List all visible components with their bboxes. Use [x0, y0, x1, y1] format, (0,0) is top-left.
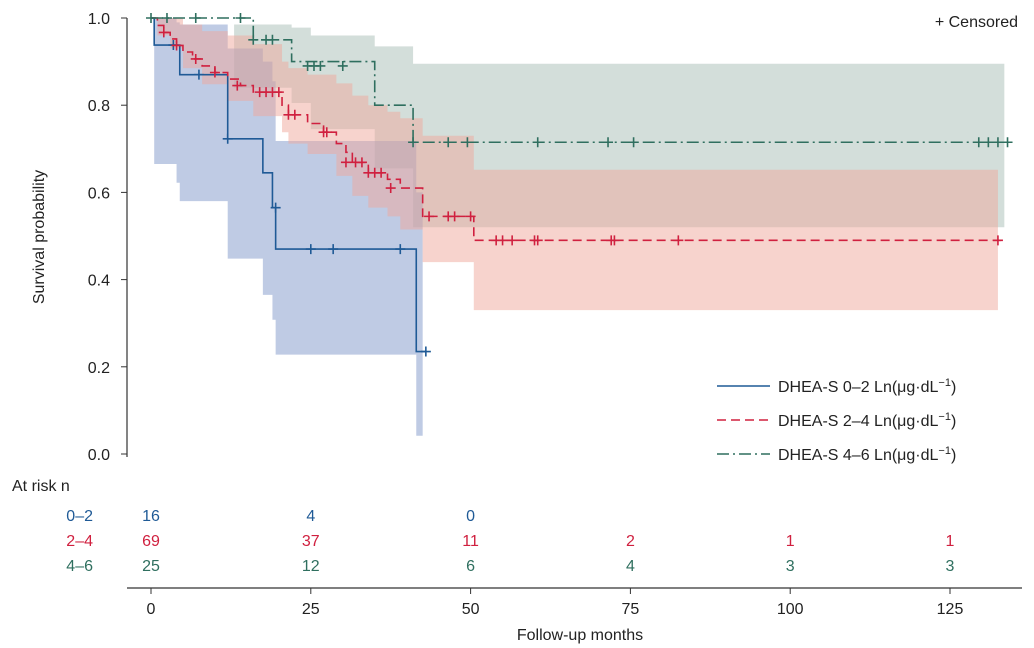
censor-mark-s2-21 — [424, 211, 435, 222]
censor-mark-s3-18 — [973, 137, 984, 148]
censor-mark-s3-21 — [1002, 137, 1013, 148]
censor-mark-s2-3 — [190, 53, 201, 64]
x-tick-label-0: 0 — [147, 601, 156, 618]
at-risk-count-r2-t2: 37 — [302, 533, 320, 550]
censor-mark-s2-5 — [232, 80, 243, 91]
censor-mark-s2-26 — [497, 235, 508, 246]
survival-curve-series-3 — [151, 17, 1008, 144]
at-risk-row-label-2: 2–4 — [66, 533, 93, 550]
x-tick-label-1: 25 — [302, 601, 320, 618]
at-risk-count-r1-t3: 0 — [466, 508, 475, 525]
censor-mark-s2-9 — [273, 87, 284, 98]
legend-label-series-2: DHEA-S 2–4 Ln(μg·dL−1) — [778, 411, 956, 430]
x-tick-label-4: 100 — [777, 601, 804, 618]
y-tick-label-0: 0.0 — [88, 447, 110, 464]
censor-mark-s3-11 — [337, 60, 348, 71]
censor-mark-s3-16 — [603, 137, 614, 148]
censor-mark-s3-19 — [983, 137, 994, 148]
censor-mark-s1-7 — [395, 244, 406, 255]
ci-band-series-2 — [151, 18, 998, 311]
at-risk-count-r2-t1: 69 — [142, 533, 160, 550]
y-axis-label: Survival probability — [31, 170, 48, 304]
censor-mark-s3-4 — [235, 13, 246, 23]
x-tick-label-5: 125 — [937, 601, 964, 618]
censor-mark-s2-1 — [158, 27, 169, 38]
censor-mark-s2-13 — [321, 127, 332, 138]
at-risk-count-r3-t4: 4 — [626, 558, 635, 575]
censor-mark-s2-29 — [532, 235, 543, 246]
x-axis-label: Follow-up months — [517, 627, 643, 644]
censor-mark-s3-12 — [408, 137, 419, 148]
at-risk-table: 0–2 16 4 02–4 69 37 11 2 1 14–6 25 12 6 4 3 3 — [66, 508, 954, 575]
censor-mark-s3-3 — [190, 13, 201, 23]
censor-mark-s1-3 — [222, 133, 233, 144]
censor-mark-s2-19 — [376, 167, 387, 178]
censor-mark-s1-6 — [328, 244, 339, 255]
legend-label-series-1: DHEA-S 0–2 Ln(μg·dL−1) — [778, 377, 956, 396]
y-tick-label-1: 0.2 — [88, 360, 110, 377]
censor-mark-s2-20 — [385, 183, 396, 194]
legend: DHEA-S 0–2 Ln(μg·dL−1) DHEA-S 2–4 Ln(μg·d… — [717, 377, 956, 464]
censor-mark-s3-1 — [146, 13, 156, 23]
censor-mark-s3-17 — [628, 137, 639, 148]
censor-mark-s2-32 — [673, 235, 684, 246]
x-ticks: 0 25 50 75 100 125 — [147, 588, 964, 618]
at-risk-count-r1-t2: 4 — [306, 508, 315, 525]
censor-mark-s2-24 — [465, 211, 476, 222]
censor-mark-s1-2 — [193, 69, 204, 80]
censor-mark-s3-20 — [992, 137, 1003, 148]
at-risk-row-label-1: 0–2 — [66, 508, 93, 525]
censor-mark-s2-4 — [209, 67, 220, 78]
censor-mark-s3-2 — [161, 13, 172, 23]
y-tick-label-4: 0.8 — [88, 98, 110, 115]
at-risk-title: At risk n — [12, 478, 70, 495]
at-risk-count-r3-t6: 3 — [946, 558, 955, 575]
censor-mark-s3-10 — [315, 60, 326, 71]
censor-marks — [146, 13, 1013, 357]
at-risk-count-r2-t5: 1 — [786, 533, 795, 550]
censor-mark-s3-15 — [532, 137, 543, 148]
y-tick-label-2: 0.4 — [88, 273, 110, 290]
at-risk-count-r3-t3: 6 — [466, 558, 475, 575]
censor-mark-s2-11 — [289, 109, 300, 120]
axes — [126, 18, 1022, 589]
survival-curve-series-2 — [151, 17, 1002, 242]
y-tick-label-3: 0.6 — [88, 185, 110, 202]
censor-mark-s3-14 — [462, 137, 473, 148]
censor-mark-s2-2 — [171, 40, 182, 51]
censor-mark-s2-27 — [507, 235, 518, 246]
censor-mark-s1-8 — [420, 346, 431, 357]
censor-mark-s2-23 — [449, 211, 460, 222]
at-risk-count-r3-t2: 12 — [302, 558, 320, 575]
ci-band-series-1 — [151, 18, 423, 436]
censor-mark-s3-7 — [267, 34, 278, 45]
confidence-bands — [151, 18, 1005, 436]
censored-note: + Censored — [935, 14, 1018, 31]
y-tick-label-5: 1.0 — [88, 11, 110, 28]
censor-mark-s2-16 — [356, 157, 367, 168]
censor-mark-s2-14 — [340, 157, 351, 168]
x-tick-label-3: 75 — [622, 601, 640, 618]
y-ticks: 0.0 0.2 0.4 0.6 0.8 1.0 — [88, 11, 127, 464]
censor-mark-s1-5 — [305, 244, 316, 255]
censor-mark-s2-31 — [609, 235, 620, 246]
x-tick-label-2: 50 — [462, 601, 480, 618]
at-risk-count-r2-t4: 2 — [626, 533, 635, 550]
legend-label-series-3: DHEA-S 4–6 Ln(μg·dL−1) — [778, 445, 956, 464]
at-risk-count-r1-t1: 16 — [142, 508, 160, 525]
at-risk-row-label-3: 4–6 — [66, 558, 93, 575]
censor-mark-s3-13 — [443, 137, 454, 148]
censor-mark-s1-4 — [270, 202, 281, 213]
censor-mark-s3-5 — [248, 34, 259, 45]
censor-mark-s2-33 — [992, 235, 1003, 246]
at-risk-count-r2-t3: 11 — [462, 533, 479, 550]
at-risk-count-r3-t5: 3 — [786, 558, 795, 575]
at-risk-count-r3-t1: 25 — [142, 558, 160, 575]
at-risk-count-r2-t6: 1 — [946, 533, 955, 550]
